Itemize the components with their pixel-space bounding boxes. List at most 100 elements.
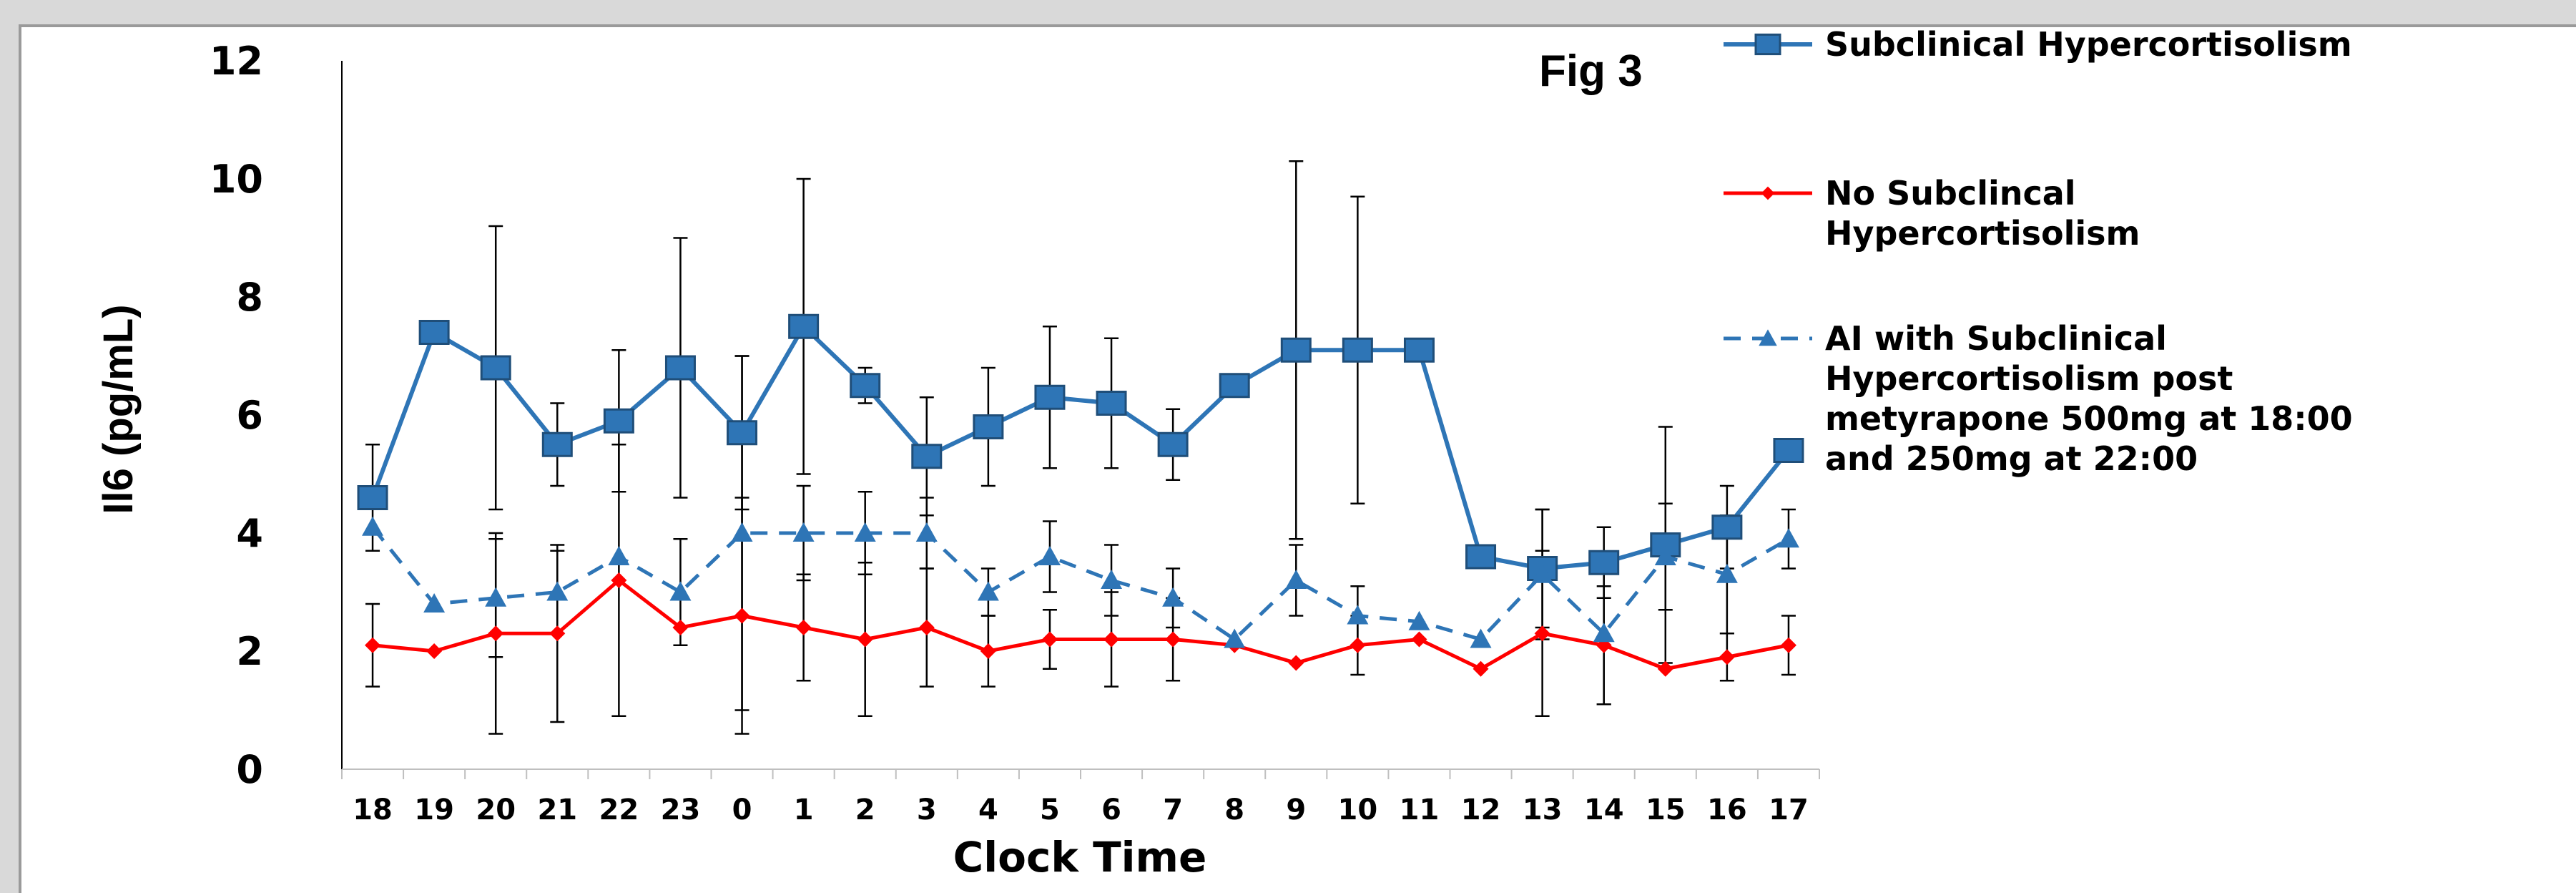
- x-tick-label: 15: [1646, 794, 1686, 826]
- data-point-s3: [546, 581, 569, 601]
- data-point-s3: [1470, 628, 1492, 648]
- data-point-s3: [608, 546, 630, 565]
- data-point-s1: [357, 485, 388, 510]
- data-point-s2: [1719, 649, 1735, 665]
- x-tick-label: 4: [978, 794, 998, 826]
- data-point-s2: [734, 607, 750, 624]
- x-tick-label: 10: [1338, 794, 1378, 826]
- data-point-s3: [792, 522, 815, 542]
- data-point-s1: [727, 420, 758, 446]
- x-tick-label: 5: [1040, 794, 1060, 826]
- legend-label-line: metyrapone 500mg at 18:00: [1825, 399, 2353, 438]
- data-point-s2: [1657, 660, 1673, 677]
- chart-title: Fig 3: [1539, 47, 1643, 96]
- data-point-s1: [1588, 550, 1620, 575]
- x-tick-label: 9: [1286, 794, 1306, 826]
- y-axis-label: Il6 (pg/mL): [95, 304, 142, 514]
- data-point-s2: [426, 643, 443, 659]
- data-point-s2: [795, 620, 812, 635]
- legend-label-line: AI with Subclinical: [1825, 319, 2167, 358]
- x-tick-label: 11: [1400, 794, 1440, 826]
- data-point-s2: [1041, 631, 1058, 648]
- data-point-s3: [1347, 605, 1369, 625]
- data-point-s3: [1654, 546, 1676, 565]
- data-point-s3: [1531, 563, 1553, 583]
- data-point-s1: [973, 414, 1004, 439]
- data-point-s1: [418, 320, 450, 345]
- data-point-s1: [1711, 514, 1743, 540]
- data-point-s1: [1403, 337, 1435, 363]
- legend-entry-3: AI with Subclinical Hypercortisolism post…: [1825, 319, 2353, 478]
- data-point-s3: [1162, 587, 1184, 607]
- data-point-s1: [1280, 337, 1312, 363]
- y-tick-label: 2: [236, 629, 263, 674]
- y-tick-label: 4: [236, 511, 263, 556]
- series-line-1: [370, 323, 1791, 571]
- data-point-s1: [1465, 544, 1497, 570]
- legend-label-line: and 250mg at 22:00: [1825, 439, 2198, 478]
- data-point-s1: [1034, 384, 1066, 410]
- data-point-s1: [480, 355, 511, 381]
- data-point-s1: [850, 373, 881, 399]
- legend-entry-2: No Subclincal Hypercortisolism: [1825, 174, 2140, 253]
- data-point-s1: [1219, 373, 1250, 399]
- x-tick-label: 1: [794, 794, 814, 826]
- x-tick-label: 8: [1224, 794, 1244, 826]
- data-point-s1: [1342, 337, 1373, 363]
- x-tick-label: 22: [599, 794, 639, 826]
- data-point-s3: [1101, 570, 1123, 589]
- data-point-s2: [672, 620, 689, 635]
- x-tick-label: 3: [917, 794, 937, 826]
- y-tick-label: 12: [210, 39, 263, 84]
- data-point-s2: [488, 625, 504, 642]
- data-point-s2: [611, 572, 627, 588]
- data-point-s3: [1285, 570, 1307, 589]
- x-tick-label: 19: [414, 794, 454, 826]
- x-axis-label: Clock Time: [953, 833, 1207, 882]
- data-point-s3: [731, 522, 753, 542]
- data-point-s2: [1165, 631, 1181, 648]
- data-point-s3: [362, 516, 384, 536]
- data-point-s2: [549, 625, 566, 642]
- legend-marker-2: [1761, 186, 1775, 200]
- data-point-s3: [423, 593, 446, 613]
- data-point-s1: [788, 313, 820, 339]
- data-point-s3: [915, 522, 938, 542]
- data-point-s3: [1593, 623, 1615, 643]
- data-point-s3: [485, 587, 507, 607]
- x-tick-label: 23: [661, 794, 701, 826]
- x-tick-label: 12: [1461, 794, 1501, 826]
- data-point-s3: [1038, 546, 1061, 565]
- data-point-s3: [1777, 528, 1799, 548]
- y-tick-label: 0: [236, 747, 263, 792]
- x-tick-label: 2: [855, 794, 875, 826]
- data-point-s2: [918, 620, 935, 635]
- data-point-s2: [1350, 637, 1366, 653]
- data-point-s1: [1773, 438, 1804, 463]
- data-point-s1: [1157, 431, 1189, 457]
- data-point-s2: [1288, 655, 1304, 671]
- data-point-s3: [977, 581, 999, 601]
- x-tick-label: 7: [1163, 794, 1183, 826]
- data-point-s1: [1096, 391, 1127, 416]
- series-line-2: [372, 577, 1789, 671]
- y-tick-label: 6: [236, 393, 263, 438]
- x-tick-label: 16: [1707, 794, 1747, 826]
- x-tick-label: 14: [1584, 794, 1624, 826]
- data-point-s3: [854, 522, 876, 542]
- legend-label-line: Subclinical Hypercortisolism: [1825, 25, 2352, 64]
- data-point-s1: [664, 355, 696, 381]
- x-tick-label: 21: [537, 794, 577, 826]
- x-tick-label: 6: [1101, 794, 1121, 826]
- data-point-s2: [980, 643, 996, 659]
- data-point-s3: [669, 581, 692, 601]
- x-tick-label: 13: [1523, 794, 1563, 826]
- legend-label-line: Hypercortisolism: [1825, 214, 2140, 253]
- x-tick-label: 17: [1769, 794, 1809, 826]
- data-point-s3: [1408, 610, 1430, 630]
- data-point-s1: [603, 408, 634, 434]
- data-point-s2: [1103, 631, 1120, 648]
- x-tick-label: 0: [732, 794, 752, 826]
